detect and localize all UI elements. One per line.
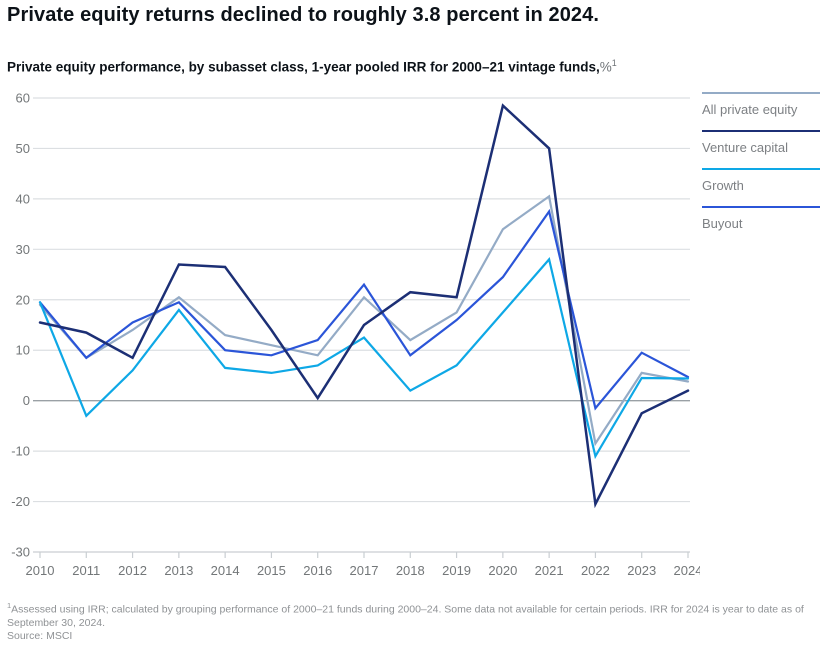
series-line-buyout	[38, 208, 690, 411]
x-axis-label: 2019	[442, 563, 471, 578]
x-axis-label: 2016	[303, 563, 332, 578]
chart-footnote: 1Assessed using IRR; calculated by group…	[7, 601, 825, 631]
legend-item-growth: Growth	[702, 168, 824, 193]
chart-subtitle-unit: %	[599, 59, 612, 75]
x-axis-label: 2018	[396, 563, 425, 578]
chart-legend: All private equity Venture capital Growt…	[702, 92, 824, 244]
legend-label: All private equity	[702, 102, 798, 117]
page-title: Private equity returns declined to rough…	[7, 4, 600, 26]
legend-item-buyout: Buyout	[702, 206, 824, 231]
legend-line-swatch	[702, 130, 820, 132]
x-axis-label: 2011	[72, 563, 100, 578]
x-axis-label: 2020	[488, 563, 517, 578]
x-axis-label: 2017	[350, 563, 379, 578]
legend-label: Buyout	[702, 216, 743, 231]
legend-item-venture-capital: Venture capital	[702, 130, 824, 155]
chart-subtitle-footnote-marker: 1	[611, 58, 617, 68]
y-axis-label: 10	[16, 343, 30, 358]
chart-subtitle: Private equity performance, by subasset …	[7, 58, 817, 75]
x-axis-label: 2015	[257, 563, 286, 578]
legend-label: Venture capital	[702, 140, 789, 155]
legend-line-swatch	[702, 168, 820, 170]
y-axis-label: 30	[16, 242, 30, 257]
legend-item-all-private-equity: All private equity	[702, 92, 824, 117]
x-axis-label: 2012	[118, 563, 147, 578]
x-axis-label: 2021	[535, 563, 564, 578]
series-line-all-private-equity	[38, 194, 690, 447]
x-axis-label: 2023	[627, 563, 656, 578]
chart-subtitle-text: Private equity performance, by subasset …	[7, 59, 600, 75]
y-axis-label: -10	[11, 444, 30, 459]
footnote-text: Assessed using IRR; calculated by groupi…	[7, 603, 804, 630]
y-axis-label: 60	[16, 91, 30, 106]
series-line-growth	[38, 257, 690, 460]
legend-label: Growth	[702, 178, 744, 193]
legend-line-swatch	[702, 92, 820, 94]
y-axis-label: 0	[23, 393, 30, 408]
y-axis-label: 50	[16, 141, 30, 156]
x-axis-label: 2024	[674, 563, 700, 578]
x-axis-label: 2014	[211, 563, 240, 578]
x-axis-label: 2013	[164, 563, 193, 578]
legend-line-swatch	[702, 206, 820, 208]
x-axis-label: 2022	[581, 563, 610, 578]
y-axis-label: 40	[16, 191, 30, 206]
y-axis-label: -30	[11, 545, 30, 560]
line-chart: 60 50 40 30 20 10 0 -10 -20 -30 2010 2011 2012 2013 20…	[0, 88, 702, 598]
y-axis-label: -20	[11, 494, 30, 509]
series-line-venture-capital	[38, 103, 690, 509]
x-axis-label: 2010	[26, 563, 55, 578]
footnote-marker: 1	[7, 601, 12, 610]
y-axis-label: 20	[16, 292, 30, 307]
chart-source: Source: MSCI	[7, 630, 73, 642]
